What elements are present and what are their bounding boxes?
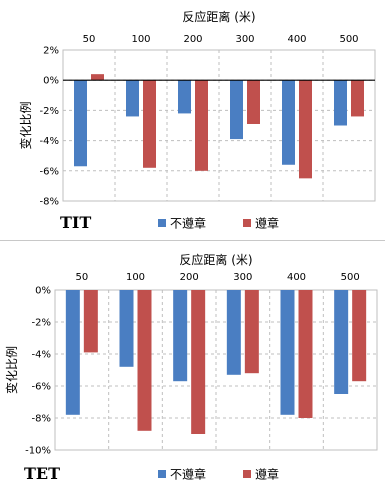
category-label: 500 [339,34,358,45]
category-label: 300 [233,272,252,283]
y-tick-label: -2% [40,106,59,117]
category-label: 400 [287,34,306,45]
category-label: 50 [75,272,88,283]
panel-divider [0,240,385,241]
category-label: 400 [287,272,306,283]
y-tick-label: 2% [43,46,59,57]
legend-label: 不遵章 [170,467,206,482]
y-tick-label: 0% [35,286,51,297]
category-label: 100 [126,272,145,283]
bar-compliant [247,80,260,124]
category-label: 200 [180,272,199,283]
bar-non-compliant [173,290,188,382]
category-label: 50 [83,34,96,45]
bar-compliant [83,290,98,353]
tet-chart-panel: 反应距离 (米) 50 100 200 300 400 500 0% -2% -4% -6% -8% -… [0,243,385,482]
y-tick-label: -4% [40,136,59,147]
legend-swatch-compliant [243,219,251,227]
y-tick-label: -10% [25,446,51,457]
bar-compliant [195,80,208,171]
legend-label: 不遵章 [170,216,206,231]
category-label: 500 [341,272,360,283]
y-tick-label: -8% [40,197,59,208]
bar-non-compliant [230,80,243,140]
legend-label: 遵章 [255,216,279,231]
y-tick-label: -2% [32,318,51,329]
category-label: 100 [131,34,150,45]
panel-label: TIT [60,213,91,232]
y-tick-label: 0% [43,76,59,87]
legend-swatch-non-compliant [158,470,166,478]
bar-non-compliant [280,290,295,415]
legend-swatch-non-compliant [158,219,166,227]
bar-compliant [351,80,364,117]
y-tick-label: -6% [40,166,59,177]
legend-swatch-compliant [243,470,251,478]
category-label: 200 [183,34,202,45]
bar-compliant [299,80,312,179]
y-tick-label: -8% [32,414,51,425]
bar-non-compliant [126,80,139,117]
legend-label: 遵章 [255,467,279,482]
y-tick-label: -6% [32,382,51,393]
bar-compliant [191,290,206,434]
bar-compliant [298,290,313,418]
bar-compliant [244,290,259,374]
bar-non-compliant [119,290,134,367]
bar-non-compliant [226,290,241,375]
bar-compliant [143,80,156,168]
panel-label: TET [24,464,60,482]
bar-non-compliant [334,290,349,394]
bar-non-compliant [282,80,295,165]
top-axis-title: 反应距离 (米) [179,252,252,267]
bar-non-compliant [334,80,347,126]
bar-compliant [91,74,104,81]
tet-chart: 反应距离 (米) 50 100 200 300 400 500 0% -2% -4% -6% -8% -… [4,252,378,482]
tit-chart-panel: 反应距离 (米) 50 100 200 300 400 500 2% 0% -2% -4% -6% -8… [0,0,385,240]
y-axis-label: 变化比例 [18,101,33,149]
bar-compliant [137,290,152,431]
top-axis-title: 反应距离 (米) [182,9,255,24]
category-label: 300 [235,34,254,45]
bar-non-compliant [74,80,87,167]
bar-non-compliant [178,80,191,114]
bar-non-compliant [65,290,80,415]
tit-chart: 反应距离 (米) 50 100 200 300 400 500 2% 0% -2% -4% -6% -8… [18,9,376,232]
y-axis-label: 变化比例 [4,346,19,394]
y-tick-label: -4% [32,350,51,361]
bar-compliant [352,290,367,382]
